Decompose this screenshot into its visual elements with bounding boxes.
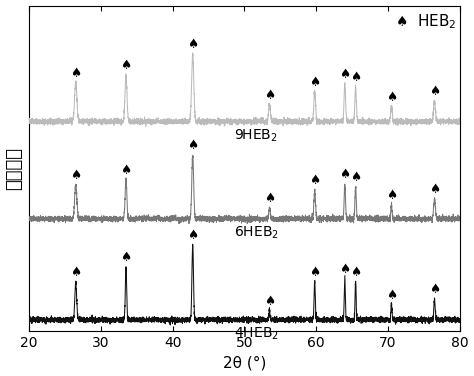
Text: ♠: ♠ xyxy=(339,263,350,276)
Text: ♠: ♠ xyxy=(187,229,198,242)
Y-axis label: 相对强度: 相对强度 xyxy=(6,147,24,190)
Text: ♠: ♠ xyxy=(339,168,350,181)
Text: ♠: ♠ xyxy=(309,174,320,187)
Text: ♠: ♠ xyxy=(339,68,350,81)
Text: ♠: ♠ xyxy=(264,192,275,205)
Text: ♠: ♠ xyxy=(309,76,320,89)
Text: ♠: ♠ xyxy=(350,171,361,184)
Text: ♠: ♠ xyxy=(70,267,82,279)
Text: ♠: ♠ xyxy=(350,267,361,279)
Text: ♠: ♠ xyxy=(350,71,361,84)
Text: ♠: ♠ xyxy=(120,59,132,72)
Text: ♠: ♠ xyxy=(386,190,397,202)
Text: ♠: ♠ xyxy=(264,295,275,308)
Text: HEB$_2$: HEB$_2$ xyxy=(417,13,456,31)
Text: 9HEB$_2$: 9HEB$_2$ xyxy=(234,127,277,144)
Text: 6HEB$_2$: 6HEB$_2$ xyxy=(234,225,279,241)
Text: ♠: ♠ xyxy=(120,164,132,177)
Text: ♠: ♠ xyxy=(386,289,397,302)
Text: ♠: ♠ xyxy=(70,169,82,182)
Text: ♠: ♠ xyxy=(187,38,198,51)
Text: 4HEB$_2$: 4HEB$_2$ xyxy=(234,326,279,342)
Text: ♠: ♠ xyxy=(187,139,198,152)
Text: ♠: ♠ xyxy=(264,89,275,102)
Text: ♠: ♠ xyxy=(429,85,440,98)
X-axis label: 2θ (°): 2θ (°) xyxy=(223,355,266,370)
Text: ♠: ♠ xyxy=(396,15,409,29)
Text: ♠: ♠ xyxy=(386,91,397,103)
Text: ♠: ♠ xyxy=(309,267,320,279)
Text: ♠: ♠ xyxy=(429,183,440,196)
Text: ♠: ♠ xyxy=(120,252,132,264)
Text: ♠: ♠ xyxy=(70,67,82,80)
Text: ♠: ♠ xyxy=(429,283,440,296)
